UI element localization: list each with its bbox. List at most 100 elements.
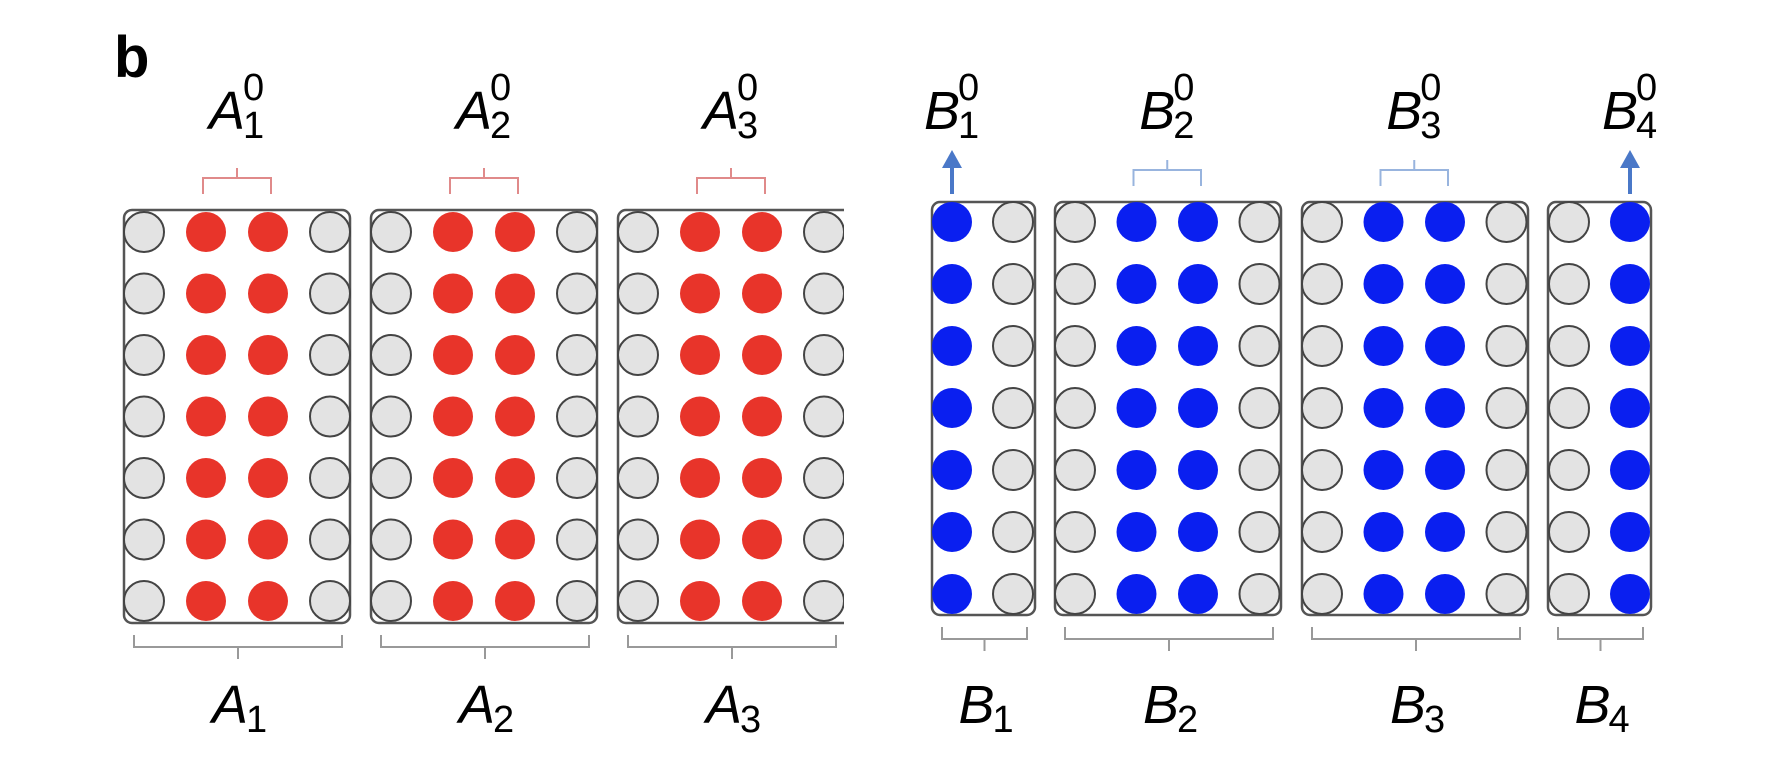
- filled-site: [186, 458, 226, 498]
- block-B4: [1546, 200, 1653, 617]
- filled-site: [932, 388, 972, 428]
- empty-site: [1301, 573, 1343, 615]
- empty-site: [1054, 387, 1096, 429]
- empty-site: [1548, 325, 1590, 367]
- filled-site: [1610, 450, 1650, 490]
- filled-site: [1425, 326, 1465, 366]
- filled-site: [1116, 450, 1157, 490]
- filled-site: [1178, 512, 1218, 552]
- top-brace: [696, 168, 766, 194]
- empty-site: [1301, 201, 1343, 243]
- filled-site: [1610, 202, 1650, 242]
- empty-site: [370, 272, 412, 315]
- filled-site: [932, 326, 972, 366]
- filled-site: [433, 212, 473, 252]
- empty-site: [1238, 387, 1281, 429]
- filled-site: [1363, 512, 1404, 552]
- empty-site: [370, 457, 412, 499]
- top-label-B3-sup: 0: [1420, 67, 1442, 109]
- empty-site: [1238, 449, 1281, 491]
- top-brace: [1379, 160, 1449, 186]
- top-label-A2-sup: 0: [490, 67, 512, 109]
- top-label-A3-sub: 3: [737, 105, 759, 147]
- empty-site: [803, 211, 844, 253]
- empty-site: [1485, 201, 1528, 243]
- filled-site: [932, 574, 972, 614]
- top-brace: [1132, 160, 1202, 186]
- empty-site: [370, 580, 412, 622]
- empty-site: [370, 518, 412, 561]
- filled-site: [680, 212, 720, 252]
- bottom-label-B2-sub: 2: [1177, 699, 1199, 741]
- empty-site: [1548, 573, 1590, 615]
- bottom-brace: [133, 635, 343, 659]
- filled-site: [186, 519, 226, 560]
- filled-site: [248, 212, 288, 252]
- filled-site: [1610, 326, 1650, 366]
- block-A1: [122, 208, 352, 625]
- bottom-brace: [941, 627, 1028, 651]
- filled-site: [742, 519, 782, 560]
- filled-site: [742, 581, 782, 621]
- filled-site: [680, 396, 720, 437]
- filled-site: [1363, 202, 1404, 242]
- empty-site: [992, 201, 1034, 243]
- filled-site: [186, 335, 226, 375]
- filled-site: [1425, 574, 1465, 614]
- empty-site: [370, 395, 412, 438]
- bottom-label-B1-sub: 1: [992, 699, 1014, 741]
- empty-site: [803, 334, 844, 376]
- filled-site: [680, 458, 720, 498]
- empty-site: [309, 518, 351, 561]
- filled-site: [495, 273, 535, 314]
- empty-site: [803, 580, 844, 622]
- filled-site: [932, 264, 972, 304]
- empty-site: [123, 334, 165, 376]
- empty-site: [1054, 325, 1096, 367]
- filled-site: [248, 458, 288, 498]
- empty-site: [1485, 511, 1528, 553]
- empty-site: [1054, 573, 1096, 615]
- empty-site: [992, 573, 1034, 615]
- empty-site: [1054, 511, 1096, 553]
- empty-site: [309, 395, 351, 438]
- empty-site: [803, 395, 844, 438]
- top-label-B2-sup: 0: [1173, 67, 1195, 109]
- arrow-head: [1620, 150, 1640, 168]
- empty-site: [803, 518, 844, 561]
- empty-site: [370, 211, 412, 253]
- filled-site: [433, 335, 473, 375]
- empty-site: [992, 263, 1034, 305]
- empty-site: [1548, 449, 1590, 491]
- filled-site: [1178, 202, 1218, 242]
- filled-site: [433, 396, 473, 437]
- filled-site: [433, 273, 473, 314]
- bottom-label-B3-sub: 3: [1424, 699, 1446, 741]
- empty-site: [1301, 449, 1343, 491]
- empty-site: [617, 518, 659, 561]
- filled-site: [433, 458, 473, 498]
- empty-site: [1238, 201, 1281, 243]
- empty-site: [1301, 263, 1343, 305]
- empty-site: [1548, 201, 1590, 243]
- empty-site: [556, 395, 598, 438]
- filled-site: [680, 519, 720, 560]
- filled-site: [1116, 202, 1157, 242]
- top-label-A2-sub: 2: [490, 105, 512, 147]
- bottom-brace: [627, 635, 837, 659]
- empty-site: [1238, 511, 1281, 553]
- filled-site: [1610, 264, 1650, 304]
- filled-site: [433, 519, 473, 560]
- filled-site: [1178, 264, 1218, 304]
